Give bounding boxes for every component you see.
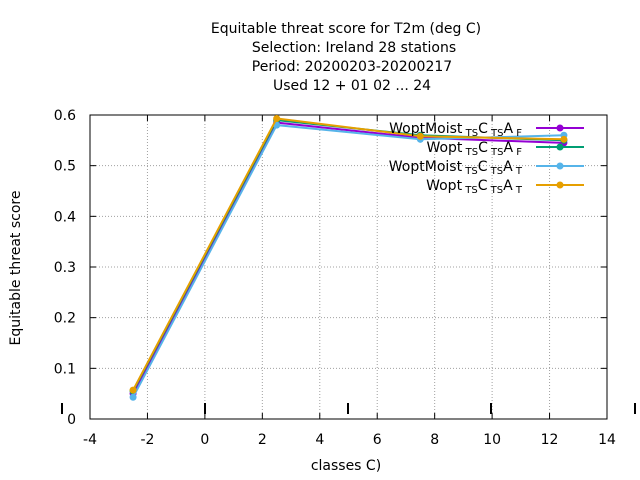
legend-swatch-point-4 [556,181,564,189]
legend-subscript: TS [462,166,478,177]
title-line-3: Period: 20200203-20200217 [252,59,452,75]
y-axis-label: Equitable threat score [8,191,24,346]
legend-text: A [503,140,513,156]
title-line-1: Equitable threat score for T2m (deg C) [211,21,481,37]
y-tick-label: 0 [67,412,76,428]
legend-subscript: TS [487,185,503,196]
y-tick-label: 0.1 [54,361,76,377]
legend-label-4: Wopt TSC TSA T [426,178,523,196]
legend-text: C [478,159,488,175]
legend-text: A [503,159,513,175]
legend-subscript: TS [488,147,504,158]
legend-text: WoptMoist [389,159,463,175]
legend-subscript: TS [462,185,478,196]
legend-label-2: Wopt TSC TSA F [426,140,522,158]
legend-swatch-point-3 [556,162,564,170]
legend-text: A [503,178,513,194]
title-line-2: Selection: Ireland 28 stations [252,40,456,56]
legend-swatch-point-2 [556,143,564,151]
y-tick-label: 0.4 [54,209,76,225]
series-line-1 [132,121,564,395]
x-axis-label: classes C) [311,458,381,474]
legend-text: WoptMoist [389,121,463,137]
legend-text: Wopt [426,140,462,156]
x-tick-label: 10 [483,432,501,448]
series-line-2 [132,119,564,392]
x-tick-label: -2 [140,432,154,448]
series-point-4 [560,135,568,143]
legend-subscript: TS [488,128,504,139]
legend-swatch-point-1 [556,124,564,132]
series-point-4 [273,115,281,123]
y-tick-label: 0.6 [54,108,76,124]
legend-subscript: T [513,185,523,196]
y-tick-label: 0.3 [54,260,76,276]
x-tick-label: 4 [315,432,324,448]
x-tick-label: 14 [598,432,616,448]
legend-subscript: F [513,128,522,139]
x-tick-label: 8 [430,432,439,448]
legend-text: Wopt [426,178,462,194]
x-tick-label: 12 [541,432,559,448]
legend-subscript: T [513,166,523,177]
y-tick-label: 0.5 [54,159,76,175]
x-tick-label: -4 [83,432,97,448]
legend-subscript: F [513,147,522,158]
legend-text: A [503,121,513,137]
grid [89,114,608,420]
title-line-4: Used 12 + 01 02 ... 24 [273,78,431,94]
legend-subscript: TS [462,147,478,158]
x-tick-label: 2 [258,432,267,448]
x-tick-label: 6 [373,432,382,448]
series-line-4 [132,117,564,391]
legend-text: C [478,140,488,156]
y-tick-label: 0.2 [54,311,76,327]
legend-label-1: WoptMoist TSC TSA F [389,121,522,139]
chart-title: Equitable threat score for T2m (deg C) S… [211,21,481,94]
legend-subscript: TS [462,128,478,139]
legend-text: C [478,121,488,137]
axis-ticks: 0.1 0.2 0.3 0.4 0.5 0.6 0 -4 -2 0 2 4 6 8 10 12 14 [54,108,636,448]
legend-subscript: TS [487,166,503,177]
legend-label-3: WoptMoist TSC TSA T [389,159,523,177]
series-point-4 [129,386,137,394]
series-point-3 [129,393,137,401]
x-tick-label: 0 [200,432,209,448]
series-point-4 [416,132,424,140]
series-lines [129,115,568,401]
legend-text: C [478,178,488,194]
